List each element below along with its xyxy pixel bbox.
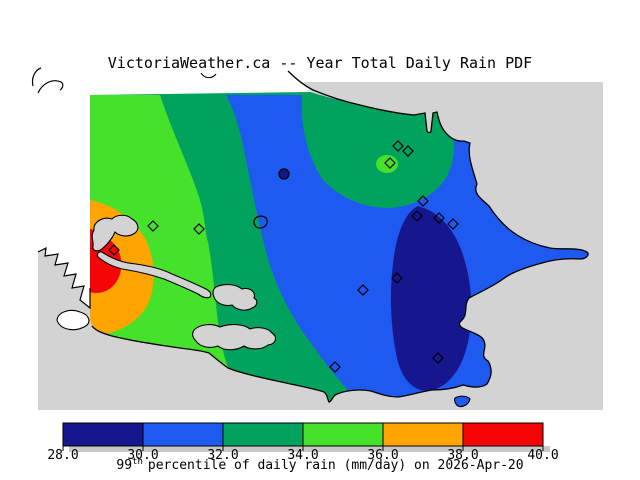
coastline-southwest xyxy=(37,246,91,310)
station-marker xyxy=(147,220,159,232)
highlighted-station-marker xyxy=(278,168,290,180)
colorbar-tick-label: 30.0 xyxy=(127,448,158,463)
station-marker xyxy=(392,140,404,152)
station-marker xyxy=(447,218,459,230)
colorbar-tick-label: 34.0 xyxy=(287,448,318,463)
caption-superscript: th xyxy=(132,457,143,467)
colorbar-ticks: 28.0 30.0 32.0 34.0 36.0 38.0 40.0 xyxy=(47,446,559,463)
colorbar-shadow xyxy=(69,446,550,452)
colorbar-segment xyxy=(302,422,384,447)
station-markers xyxy=(108,140,459,373)
station-marker xyxy=(329,361,341,373)
colorbar-tick-label: 32.0 xyxy=(207,448,238,463)
station-marker xyxy=(391,272,403,284)
colorbar-tick-label: 38.0 xyxy=(447,448,478,463)
colorbar-caption: 99th percentile of daily rain (mm/day) on… xyxy=(116,457,523,473)
colorbar-segments xyxy=(62,422,544,447)
page-title: VictoriaWeather.ca -- Year Total Daily R… xyxy=(108,54,532,72)
station-marker xyxy=(432,352,444,364)
contour-region-28-30 xyxy=(390,206,472,392)
colorbar-legend: 28.0 30.0 32.0 34.0 36.0 38.0 40.0 99th percent… xyxy=(47,422,559,473)
caption-text: percentile of daily rain (mm/day) on 202… xyxy=(148,458,524,473)
station-marker xyxy=(411,210,423,222)
channel-water xyxy=(96,251,212,299)
colorbar-segment xyxy=(462,422,544,447)
coastline-fragment-icon xyxy=(200,72,217,79)
no-data-land-region xyxy=(38,82,312,308)
station-marker xyxy=(357,284,369,296)
coastline xyxy=(91,70,589,403)
lake-water-upper xyxy=(212,284,258,311)
caption-value: 99 xyxy=(116,458,132,473)
colorbar-tick-label: 28.0 xyxy=(47,448,78,463)
coastline-fragment-icon xyxy=(37,80,64,94)
colorbar-tick-label: 36.0 xyxy=(367,448,398,463)
contour-spot-34-36 xyxy=(376,155,398,173)
colorbar-tick-label: 40.0 xyxy=(527,448,558,463)
station-marker xyxy=(417,195,429,207)
station-marker xyxy=(433,212,445,224)
station-marker xyxy=(402,145,414,157)
station-marker xyxy=(108,244,120,256)
lagoon-land xyxy=(56,309,90,331)
station-marker xyxy=(193,223,205,235)
islet xyxy=(454,395,471,408)
colorbar-segment xyxy=(142,422,224,447)
station-marker xyxy=(384,157,396,169)
colorbar-segment xyxy=(62,422,144,447)
lake-water-lower xyxy=(192,324,277,351)
lake-outline xyxy=(253,215,268,229)
harbour-water xyxy=(91,214,139,252)
colorbar-segment xyxy=(222,422,304,447)
colorbar-segment xyxy=(382,422,464,447)
contour-region-32-34-cap xyxy=(301,92,455,208)
coastline-fragment-icon xyxy=(31,67,42,87)
